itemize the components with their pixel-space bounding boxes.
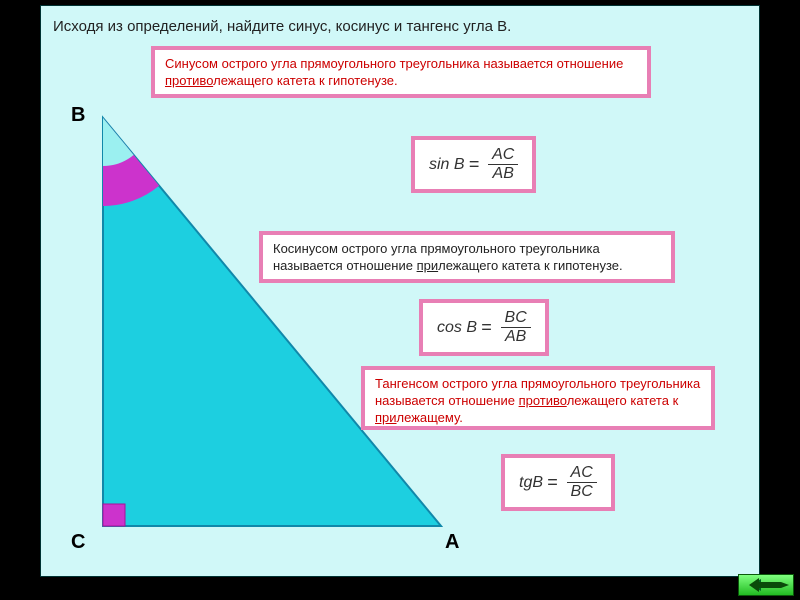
def-cos-text: Косинусом острого угла прямоугольного тр…	[273, 241, 623, 273]
definition-sin: Синусом острого угла прямоугольного треу…	[151, 46, 651, 98]
def-sin-text: Синусом острого угла прямоугольного треу…	[165, 56, 623, 88]
next-slide-button[interactable]	[738, 574, 794, 596]
slide-outer: Исходя из определений, найдите синус, ко…	[0, 0, 800, 600]
definition-tan: Тангенсом острого угла прямоугольного тр…	[361, 366, 715, 430]
vertex-label-c: С	[71, 531, 85, 554]
vertex-label-a: А	[445, 531, 459, 554]
formula-tan: tgB= ACBC	[501, 454, 615, 511]
formula-sin: sin B= ACAB	[411, 136, 536, 193]
def-tan-text: Тангенсом острого угла прямоугольного тр…	[375, 376, 700, 425]
arrow-right-icon	[749, 578, 789, 592]
definition-cos: Косинусом острого угла прямоугольного тр…	[259, 231, 675, 283]
right-angle-marker	[103, 504, 125, 526]
slide-panel: Исходя из определений, найдите синус, ко…	[40, 5, 760, 577]
formula-cos: cos B= BCAB	[419, 299, 549, 356]
vertex-label-b: В	[71, 104, 85, 127]
